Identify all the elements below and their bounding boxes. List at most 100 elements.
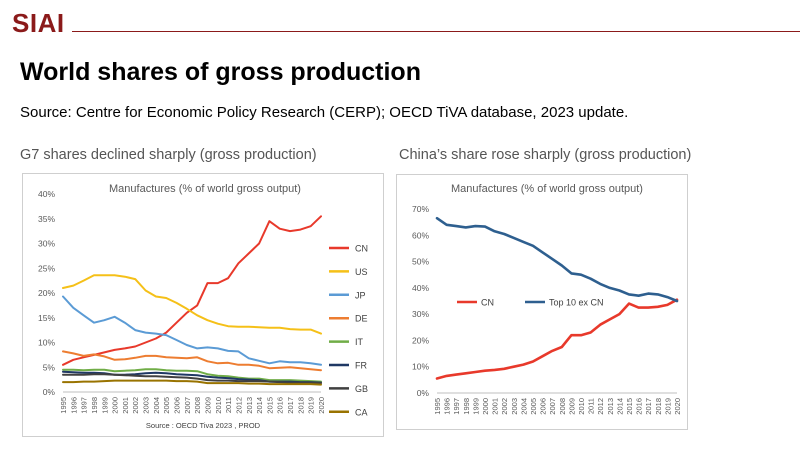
x-tick-label: 1995	[59, 397, 68, 414]
x-tick-label: 1996	[69, 397, 78, 414]
x-tick-label: 2020	[317, 397, 326, 414]
x-tick-label: 2012	[596, 398, 605, 415]
legend-label: IT	[355, 337, 364, 347]
x-tick-label: 2020	[673, 398, 682, 415]
x-tick-label: 2009	[567, 398, 576, 415]
x-tick-label: 1998	[462, 398, 471, 415]
series-line-cn	[435, 298, 679, 380]
y-tick-label: 0%	[417, 388, 430, 398]
x-tick-label: 2019	[307, 397, 316, 414]
x-tick-label: 2001	[121, 397, 130, 414]
x-tick-label: 2018	[654, 398, 663, 415]
series-line-top-10-ex-cn	[435, 216, 679, 303]
y-tick-label: 50%	[412, 257, 429, 267]
legend-label: FR	[355, 361, 367, 371]
legend-label: US	[355, 267, 368, 277]
x-tick-label: 2005	[162, 397, 171, 414]
x-tick-label: 1999	[100, 397, 109, 414]
right-chart-caption: China’s share rose sharply (gross produc…	[399, 147, 692, 163]
right-chart-panel: Manufactures (% of world gross output) 0%…	[396, 174, 688, 430]
g7-share-chart: Manufactures (% of world gross output) 0%…	[38, 183, 368, 430]
x-tick-label: 2010	[214, 397, 223, 414]
x-tick-label: 1996	[443, 398, 452, 415]
y-tick-label: 10%	[412, 362, 429, 372]
brand-logo: SIAI	[12, 8, 65, 38]
x-tick-label: 2011	[587, 398, 596, 414]
page-title: World shares of gross production	[20, 58, 421, 86]
x-tick-label: 2018	[296, 397, 305, 414]
series-line-cn	[62, 215, 322, 366]
x-tick-label: 2006	[173, 397, 182, 414]
y-tick-label: 25%	[38, 263, 55, 273]
x-tick-label: 2015	[265, 397, 274, 414]
x-tick-label: 2000	[481, 398, 490, 415]
series-line-it	[62, 368, 322, 383]
y-tick-label: 40%	[38, 189, 55, 199]
y-tick-label: 5%	[43, 362, 56, 372]
x-tick-label: 2004	[152, 397, 161, 414]
x-tick-label: 2006	[539, 398, 548, 415]
x-tick-label: 2014	[255, 397, 264, 414]
x-tick-label: 2016	[635, 398, 644, 415]
x-tick-label: 1998	[90, 397, 99, 414]
china-share-chart: Manufactures (% of world gross output) 0%…	[412, 183, 682, 415]
x-tick-label: 2000	[111, 397, 120, 414]
y-tick-label: 70%	[412, 204, 429, 214]
y-tick-label: 15%	[38, 313, 55, 323]
source-line: Source: Centre for Economic Policy Resea…	[20, 104, 629, 121]
x-tick-label: 2007	[548, 398, 557, 415]
y-tick-label: 40%	[412, 283, 429, 293]
left-chart-panel: Manufactures (% of world gross output) 0%…	[22, 173, 384, 437]
series-line-jp	[62, 295, 322, 366]
y-tick-label: 20%	[38, 288, 55, 298]
series-line-us	[62, 274, 322, 335]
x-tick-label: 2001	[491, 398, 500, 415]
x-tick-label: 2017	[286, 397, 295, 414]
series-line-ca	[62, 379, 322, 386]
series-line-gb	[62, 373, 322, 385]
x-tick-label: 1995	[433, 398, 442, 415]
x-tick-label: 2012	[234, 397, 243, 414]
x-tick-label: 1999	[471, 398, 480, 415]
chart-title: Manufactures (% of world gross output)	[109, 183, 301, 195]
y-tick-label: 0%	[43, 387, 56, 397]
x-tick-label: 2011	[224, 397, 233, 413]
x-tick-label: 2017	[644, 398, 653, 415]
y-tick-label: 30%	[38, 239, 55, 249]
x-tick-label: 2002	[131, 397, 140, 414]
series-line-de	[62, 350, 322, 372]
x-tick-label: 2013	[606, 398, 615, 415]
legend-label: GB	[355, 384, 368, 394]
x-tick-label: 2007	[183, 397, 192, 414]
x-tick-label: 2008	[193, 397, 202, 414]
legend-label: DE	[355, 314, 368, 324]
legend-label: CN	[355, 244, 368, 254]
x-tick-label: 2005	[529, 398, 538, 415]
x-tick-label: 2015	[625, 398, 634, 415]
x-tick-label: 2002	[500, 398, 509, 415]
x-tick-label: 2010	[577, 398, 586, 415]
x-tick-label: 1997	[452, 398, 461, 415]
y-tick-label: 20%	[412, 335, 429, 345]
x-tick-label: 2016	[276, 397, 285, 414]
y-tick-label: 30%	[412, 309, 429, 319]
chart-title: Manufactures (% of world gross output)	[451, 183, 643, 195]
header-rule	[72, 31, 800, 32]
legend-label: Top 10 ex CN	[549, 298, 604, 308]
x-tick-label: 2013	[245, 397, 254, 414]
y-tick-label: 10%	[38, 338, 55, 348]
x-tick-label: 2014	[615, 398, 624, 415]
y-tick-label: 60%	[412, 230, 429, 240]
left-chart-caption: G7 shares declined sharply (gross produc…	[20, 147, 317, 163]
x-tick-label: 2008	[558, 398, 567, 415]
legend-label: CA	[355, 407, 368, 417]
x-tick-label: 2003	[142, 397, 151, 414]
x-tick-label: 2009	[203, 397, 212, 414]
x-tick-label: 1997	[80, 397, 89, 414]
y-tick-label: 35%	[38, 214, 55, 224]
x-tick-label: 2019	[663, 398, 672, 415]
source-note: Source : OECD Tiva 2023 , PROD	[146, 421, 261, 430]
legend-label: JP	[355, 290, 366, 300]
x-tick-label: 2003	[510, 398, 519, 415]
x-tick-label: 2004	[519, 398, 528, 415]
